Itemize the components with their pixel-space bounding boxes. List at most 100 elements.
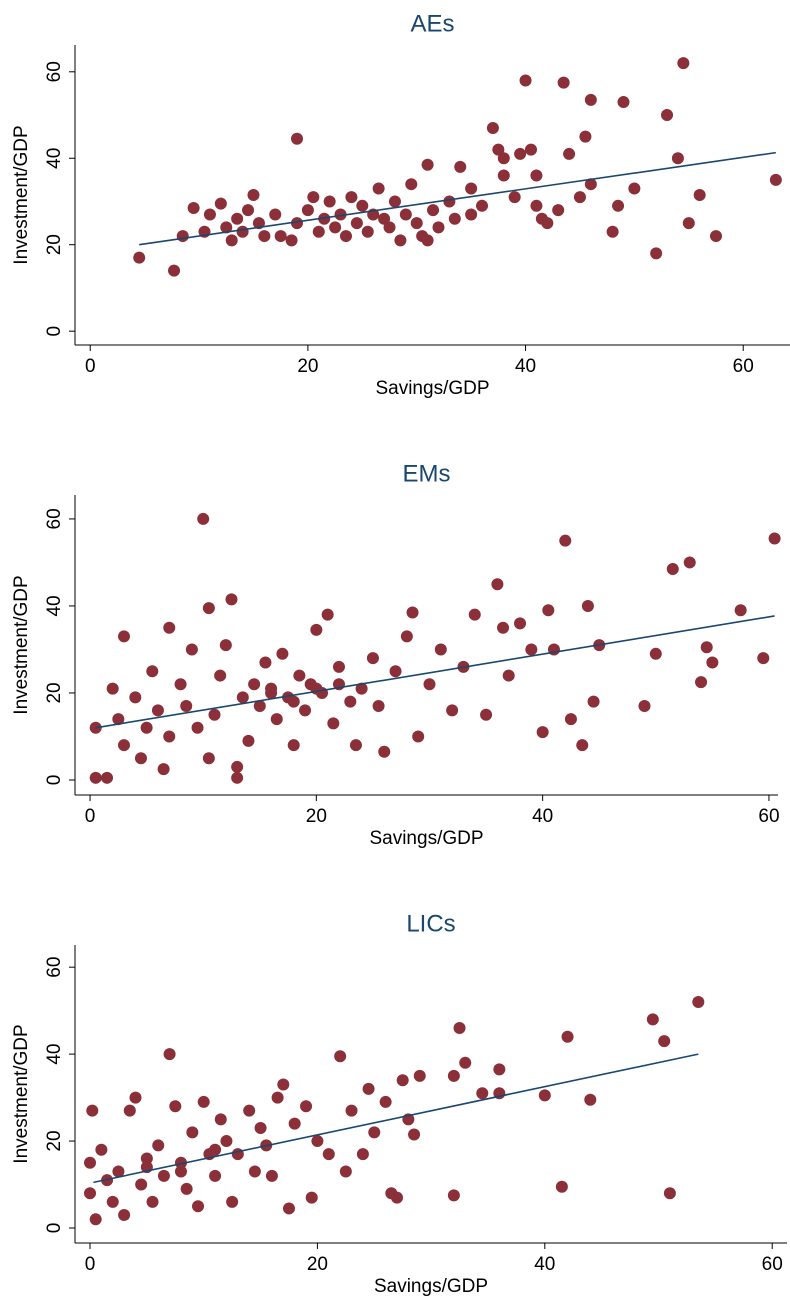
point	[406, 606, 419, 619]
point	[671, 152, 684, 165]
x-tick-label: 0	[85, 356, 96, 377]
y-tick-label: 20	[44, 682, 65, 703]
point	[231, 212, 244, 225]
point	[412, 730, 425, 743]
x-tick-label: 20	[297, 356, 318, 377]
point	[486, 121, 499, 134]
point	[584, 93, 597, 106]
point	[476, 199, 489, 212]
point	[287, 695, 300, 708]
point	[248, 678, 261, 691]
x-axis-label: Savings/GDP	[374, 1276, 488, 1297]
point	[538, 1089, 551, 1102]
point	[191, 721, 204, 734]
point	[291, 132, 304, 145]
point	[287, 739, 300, 752]
point	[269, 208, 282, 221]
point	[497, 169, 510, 182]
point	[300, 1100, 313, 1113]
point	[628, 182, 641, 195]
point	[176, 230, 189, 243]
point	[372, 700, 385, 713]
point	[421, 234, 434, 247]
point	[157, 763, 170, 776]
point	[318, 212, 331, 225]
point	[519, 74, 532, 87]
point	[638, 700, 651, 713]
point	[350, 217, 363, 230]
point	[334, 1050, 347, 1063]
point	[187, 201, 200, 214]
y-axis-label: Investment/GDP	[11, 125, 32, 264]
x-tick-label: 40	[532, 806, 553, 827]
point	[310, 623, 323, 636]
point	[468, 608, 481, 621]
point	[617, 96, 630, 109]
fit-line	[95, 615, 775, 729]
point	[265, 1169, 278, 1182]
point	[327, 717, 340, 730]
point	[497, 621, 510, 634]
point	[368, 1126, 381, 1139]
point	[579, 130, 592, 143]
point	[236, 225, 249, 238]
point	[208, 708, 221, 721]
point	[649, 647, 662, 660]
fit-line	[139, 151, 776, 246]
point	[661, 109, 674, 122]
y-axis-label: Investment/GDP	[11, 1024, 32, 1163]
point	[405, 178, 418, 191]
point	[151, 704, 164, 717]
point	[271, 1091, 284, 1104]
point	[492, 143, 505, 156]
y-tick-label: 60	[44, 508, 65, 529]
y-tick-label: 0	[44, 1223, 65, 1234]
point	[576, 739, 589, 752]
point	[677, 57, 690, 70]
point	[254, 1122, 267, 1135]
point	[293, 669, 306, 682]
point	[174, 1165, 187, 1178]
point	[106, 1195, 119, 1208]
point	[573, 191, 586, 204]
point	[129, 1091, 142, 1104]
point	[658, 1035, 671, 1048]
fit-line	[93, 1053, 699, 1184]
point	[180, 700, 193, 713]
point	[157, 1169, 170, 1182]
point	[391, 1191, 404, 1204]
point	[146, 1195, 159, 1208]
x-tick-label: 40	[534, 1254, 555, 1275]
point	[225, 593, 238, 606]
point	[356, 1148, 369, 1161]
point	[243, 1104, 256, 1117]
y-tick-label: 0	[44, 775, 65, 786]
point	[559, 534, 572, 547]
point	[434, 643, 447, 656]
point	[480, 708, 493, 721]
point	[259, 656, 272, 669]
point	[552, 204, 565, 217]
point	[541, 217, 554, 230]
point	[329, 221, 342, 234]
point	[174, 678, 187, 691]
point	[413, 1069, 426, 1082]
point	[95, 1143, 108, 1156]
point	[226, 1195, 239, 1208]
point	[379, 1095, 392, 1108]
point	[344, 695, 357, 708]
point	[312, 225, 325, 238]
point	[465, 208, 478, 221]
point	[408, 1128, 421, 1141]
point	[366, 652, 379, 665]
point	[410, 217, 423, 230]
point	[209, 1169, 222, 1182]
point	[197, 512, 210, 525]
point	[106, 682, 119, 695]
point	[163, 621, 176, 634]
point	[646, 1013, 659, 1026]
x-tick-label: 60	[762, 1254, 783, 1275]
point	[291, 217, 304, 230]
point	[378, 745, 391, 758]
y-axis-label: Investment/GDP	[11, 575, 32, 714]
